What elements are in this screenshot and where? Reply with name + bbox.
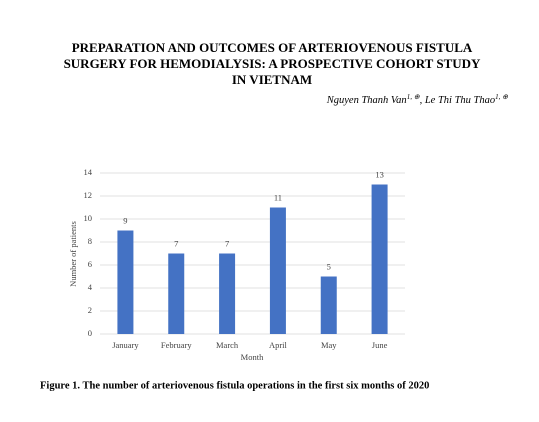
y-tick-label: 10	[84, 213, 93, 223]
y-tick-label: 12	[84, 190, 93, 200]
bar	[219, 253, 236, 334]
data-label: 7	[174, 238, 178, 248]
x-tick-label: January	[112, 340, 139, 350]
x-tick-label: February	[161, 340, 192, 350]
data-label: 5	[327, 261, 331, 271]
y-tick-label: 0	[88, 328, 92, 338]
x-tick-label: June	[372, 340, 388, 350]
title-line: IN VIETNAM	[232, 72, 312, 87]
author-affil: 1, ⊕	[407, 93, 420, 101]
y-tick-label: 2	[88, 305, 92, 315]
bar	[371, 184, 388, 334]
data-label: 9	[123, 215, 127, 225]
author-name: Le Thi Thu Thao	[424, 95, 495, 106]
y-axis-label: Number of patients	[68, 221, 78, 287]
y-tick-label: 14	[84, 167, 93, 177]
data-label: 7	[225, 238, 229, 248]
y-tick-label: 6	[88, 259, 92, 269]
x-axis-label: Month	[241, 352, 264, 362]
bar	[117, 230, 134, 334]
author-name: Nguyen Thanh Van	[326, 95, 407, 106]
x-tick-label: May	[321, 340, 337, 350]
bar	[168, 253, 185, 334]
x-tick-label: March	[216, 340, 239, 350]
author-affil: 1, ⊕	[495, 93, 508, 101]
y-tick-label: 8	[88, 236, 92, 246]
separator: ,	[420, 95, 425, 106]
bar	[320, 276, 337, 334]
y-tick-label: 4	[88, 282, 93, 292]
bar	[269, 207, 286, 334]
x-tick-label: April	[269, 340, 288, 350]
title-line: PREPARATION AND OUTCOMES OF ARTERIOVENOU…	[72, 40, 473, 55]
authors: Nguyen Thanh Van1, ⊕, Le Thi Thu Thao1, …	[326, 93, 508, 107]
data-label: 11	[274, 192, 282, 202]
figure-caption: Figure 1. The number of arteriovenous fi…	[40, 380, 429, 391]
title-line: SURGERY FOR HEMODIALYSIS: A PROSPECTIVE …	[64, 56, 481, 71]
data-label: 13	[375, 169, 384, 179]
